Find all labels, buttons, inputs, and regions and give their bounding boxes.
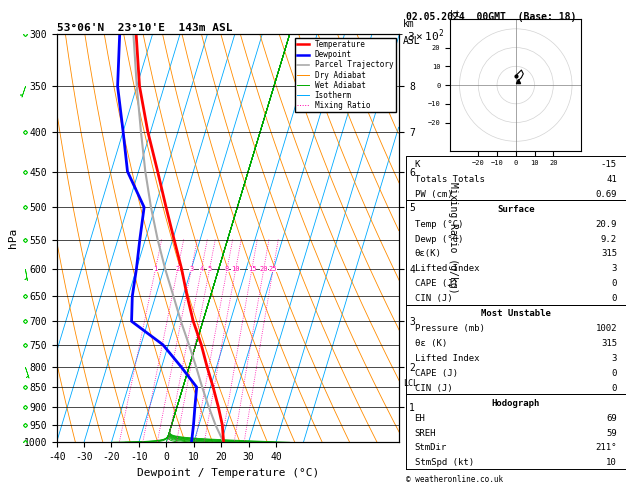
Text: 0: 0 bbox=[611, 384, 617, 393]
Text: CIN (J): CIN (J) bbox=[415, 384, 452, 393]
Text: 10: 10 bbox=[231, 266, 240, 272]
Text: kt: kt bbox=[450, 10, 460, 19]
Text: 10: 10 bbox=[606, 458, 617, 468]
Text: 1002: 1002 bbox=[596, 324, 617, 333]
Text: CAPE (J): CAPE (J) bbox=[415, 369, 457, 378]
Text: 5: 5 bbox=[208, 266, 212, 272]
Text: km: km bbox=[403, 19, 415, 29]
Y-axis label: hPa: hPa bbox=[8, 228, 18, 248]
Text: 59: 59 bbox=[606, 429, 617, 437]
Text: CIN (J): CIN (J) bbox=[415, 294, 452, 303]
Text: -15: -15 bbox=[601, 160, 617, 169]
Text: Most Unstable: Most Unstable bbox=[481, 309, 551, 318]
Text: 3: 3 bbox=[189, 266, 194, 272]
X-axis label: Dewpoint / Temperature (°C): Dewpoint / Temperature (°C) bbox=[137, 468, 319, 478]
Text: Lifted Index: Lifted Index bbox=[415, 354, 479, 363]
Text: 0: 0 bbox=[611, 294, 617, 303]
Text: θε (K): θε (K) bbox=[415, 339, 447, 348]
Text: 20.9: 20.9 bbox=[596, 220, 617, 228]
Text: LCL: LCL bbox=[404, 379, 418, 388]
Text: PW (cm): PW (cm) bbox=[415, 190, 452, 199]
Text: 53°06'N  23°10'E  143m ASL: 53°06'N 23°10'E 143m ASL bbox=[57, 23, 232, 33]
Text: EH: EH bbox=[415, 414, 425, 423]
Text: θε(K): θε(K) bbox=[415, 249, 442, 259]
Text: 315: 315 bbox=[601, 249, 617, 259]
Text: Surface: Surface bbox=[497, 205, 535, 214]
Text: K: K bbox=[415, 160, 420, 169]
Text: Hodograph: Hodograph bbox=[492, 399, 540, 408]
Text: StmSpd (kt): StmSpd (kt) bbox=[415, 458, 474, 468]
Legend: Temperature, Dewpoint, Parcel Trajectory, Dry Adiabat, Wet Adiabat, Isotherm, Mi: Temperature, Dewpoint, Parcel Trajectory… bbox=[295, 38, 396, 112]
Text: 1: 1 bbox=[153, 266, 158, 272]
Text: 2: 2 bbox=[175, 266, 180, 272]
Text: 8: 8 bbox=[225, 266, 229, 272]
Text: 20: 20 bbox=[260, 266, 268, 272]
Text: StmDir: StmDir bbox=[415, 443, 447, 452]
Text: 3: 3 bbox=[611, 354, 617, 363]
Text: Pressure (mb): Pressure (mb) bbox=[415, 324, 484, 333]
Text: Temp (°C): Temp (°C) bbox=[415, 220, 463, 228]
Text: 315: 315 bbox=[601, 339, 617, 348]
Text: ASL: ASL bbox=[403, 36, 420, 46]
Text: 0: 0 bbox=[611, 279, 617, 288]
Text: Dewp (°C): Dewp (°C) bbox=[415, 235, 463, 243]
Text: 02.05.2024  00GMT  (Base: 18): 02.05.2024 00GMT (Base: 18) bbox=[406, 12, 576, 22]
Text: SREH: SREH bbox=[415, 429, 436, 437]
Text: CAPE (J): CAPE (J) bbox=[415, 279, 457, 288]
Text: 25: 25 bbox=[269, 266, 277, 272]
Text: 69: 69 bbox=[606, 414, 617, 423]
Text: 0.69: 0.69 bbox=[596, 190, 617, 199]
Text: 211°: 211° bbox=[596, 443, 617, 452]
Text: Totals Totals: Totals Totals bbox=[415, 175, 484, 184]
Text: 9.2: 9.2 bbox=[601, 235, 617, 243]
Text: 4: 4 bbox=[199, 266, 204, 272]
Text: Lifted Index: Lifted Index bbox=[415, 264, 479, 274]
Text: 0: 0 bbox=[611, 369, 617, 378]
Text: 3: 3 bbox=[611, 264, 617, 274]
Text: © weatheronline.co.uk: © weatheronline.co.uk bbox=[406, 474, 503, 484]
Text: 15: 15 bbox=[248, 266, 256, 272]
Y-axis label: Mixing Ratio (g/kg): Mixing Ratio (g/kg) bbox=[448, 182, 458, 294]
Text: 41: 41 bbox=[606, 175, 617, 184]
